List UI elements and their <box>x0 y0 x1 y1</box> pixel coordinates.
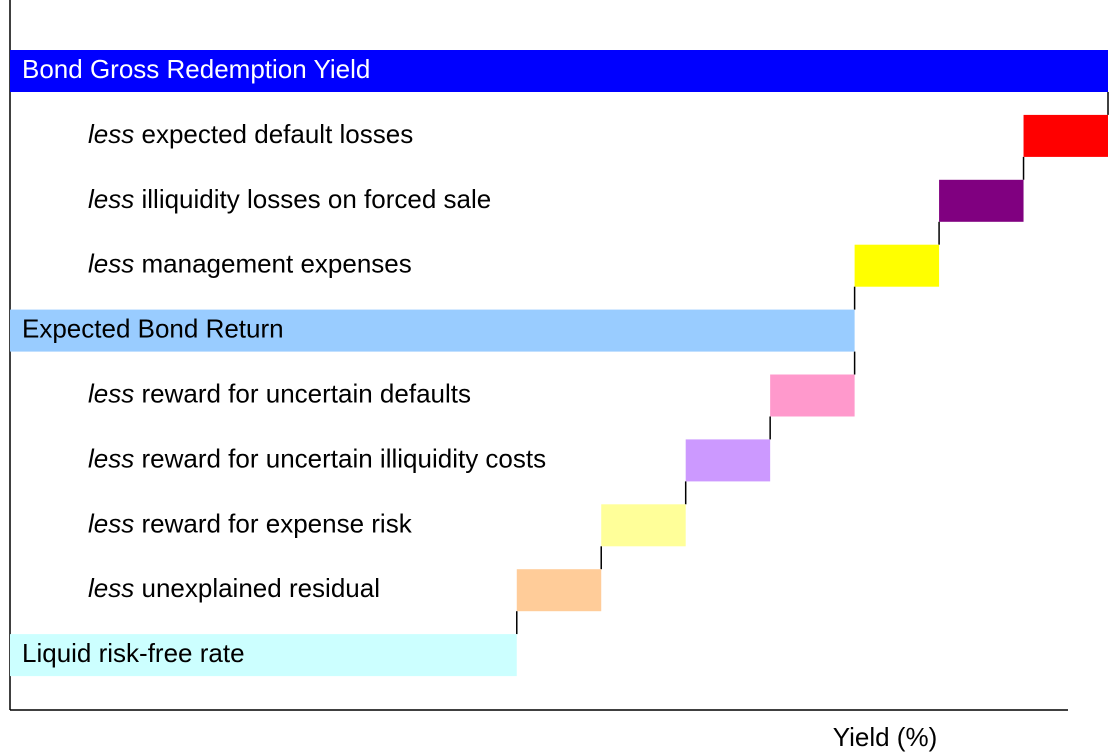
total-label: Expected Bond Return <box>22 313 284 343</box>
step-label: less reward for uncertain illiquidity co… <box>88 443 546 473</box>
step-label: less management expenses <box>88 249 412 279</box>
bar <box>770 374 855 417</box>
step-label: less illiquidity losses on forced sale <box>88 184 491 214</box>
label-prefix: less <box>88 443 134 473</box>
label-text: unexplained residual <box>141 573 380 603</box>
bar <box>10 50 1108 92</box>
label-text: illiquidity losses on forced sale <box>141 184 491 214</box>
label-prefix: less <box>88 249 134 279</box>
bar <box>685 439 771 482</box>
step-label: less expected default losses <box>88 119 413 149</box>
label-text: reward for uncertain illiquidity costs <box>141 443 546 473</box>
step-label: less unexplained residual <box>88 573 380 603</box>
label-prefix: less <box>88 119 134 149</box>
label-prefix: less <box>88 508 134 538</box>
total-label: Bond Gross Redemption Yield <box>22 54 370 84</box>
step-label: less reward for uncertain defaults <box>88 378 471 408</box>
label-prefix: less <box>88 184 134 214</box>
bar <box>854 244 940 287</box>
label-prefix: less <box>88 378 134 408</box>
bar <box>516 569 602 612</box>
bar <box>10 634 517 677</box>
bar <box>601 504 686 547</box>
label-text: management expenses <box>141 249 411 279</box>
label-text: reward for expense risk <box>141 508 412 538</box>
bar <box>10 309 855 352</box>
bar <box>939 179 1024 222</box>
label-text: reward for uncertain defaults <box>141 378 471 408</box>
step-label: less reward for expense risk <box>88 508 413 538</box>
x-axis-label: Yield (%) <box>833 722 938 752</box>
bar <box>1023 114 1108 157</box>
label-text: expected default losses <box>141 119 413 149</box>
total-label: Liquid risk-free rate <box>22 638 245 668</box>
label-prefix: less <box>88 573 134 603</box>
